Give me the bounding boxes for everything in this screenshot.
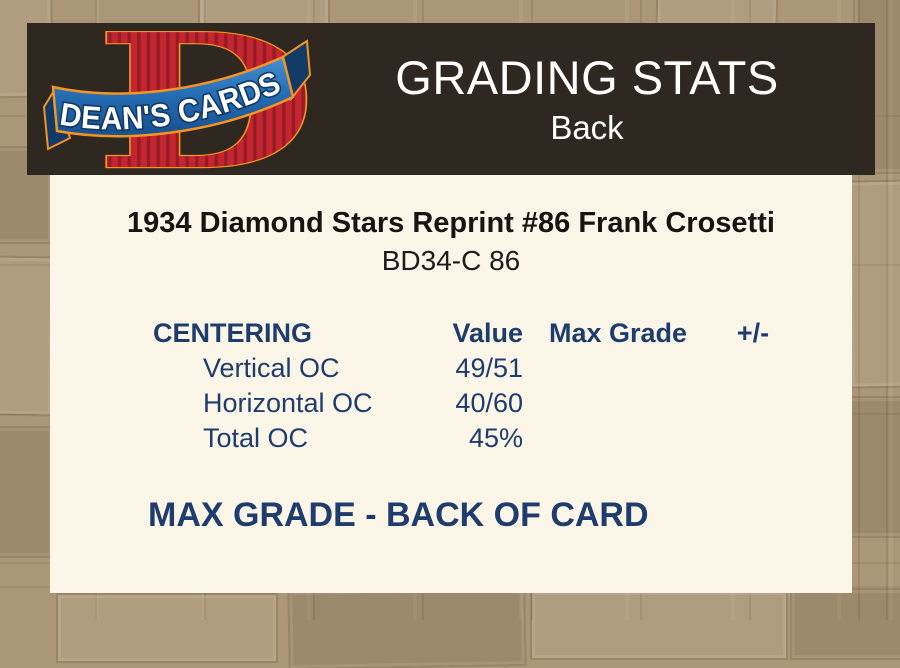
column-header-value: Value bbox=[452, 318, 523, 349]
card-title: 1934 Diamond Stars Reprint #86 Frank Cro… bbox=[127, 207, 775, 239]
column-header-max-grade: Max Grade bbox=[548, 318, 688, 349]
background-card bbox=[289, 587, 525, 668]
background-card bbox=[792, 590, 900, 658]
background-card bbox=[848, 398, 900, 536]
column-header-plus-minus: +/- bbox=[736, 318, 770, 349]
background-card bbox=[0, 257, 54, 415]
header-titles: GRADING STATS Back bbox=[307, 23, 867, 175]
row-max-grade-horizontal-oc bbox=[523, 389, 713, 417]
page-title: GRADING STATS bbox=[395, 51, 779, 105]
row-max-grade-vertical-oc bbox=[523, 354, 713, 382]
row-label-horizontal-oc: Horizontal OC bbox=[203, 388, 373, 419]
row-plus-minus-horizontal-oc bbox=[713, 389, 793, 417]
row-max-grade-total-oc bbox=[523, 424, 713, 452]
row-value-vertical-oc: 49/51 bbox=[455, 353, 523, 384]
page-subtitle: Back bbox=[550, 108, 624, 146]
row-value-total-oc: 45% bbox=[468, 423, 523, 454]
column-header-centering: CENTERING bbox=[153, 318, 313, 349]
row-plus-minus-total-oc bbox=[713, 424, 793, 452]
background-card bbox=[58, 595, 276, 661]
background-card bbox=[0, 428, 52, 556]
row-label-total-oc: Total OC bbox=[203, 423, 309, 454]
grading-stats-panel: 1934 Diamond Stars Reprint #86 Frank Cro… bbox=[50, 175, 852, 593]
background-card bbox=[848, 181, 900, 387]
row-value-horizontal-oc: 40/60 bbox=[455, 388, 523, 419]
deans-cards-logo[interactable]: D DEAN'S CARDS bbox=[43, 27, 318, 175]
background-card bbox=[532, 592, 786, 658]
ribbon-band bbox=[51, 55, 295, 138]
max-grade-footer: MAX GRADE - BACK OF CARD bbox=[148, 496, 649, 535]
row-label-vertical-oc: Vertical OC bbox=[203, 353, 340, 384]
centering-table: CENTERING Value Max Grade +/- Vertical O… bbox=[153, 319, 852, 452]
header-banner: D DEAN'S CARDS GRADING STATS Back bbox=[27, 23, 875, 175]
card-code: BD34-C 86 bbox=[381, 245, 521, 277]
row-plus-minus-vertical-oc bbox=[713, 354, 793, 382]
